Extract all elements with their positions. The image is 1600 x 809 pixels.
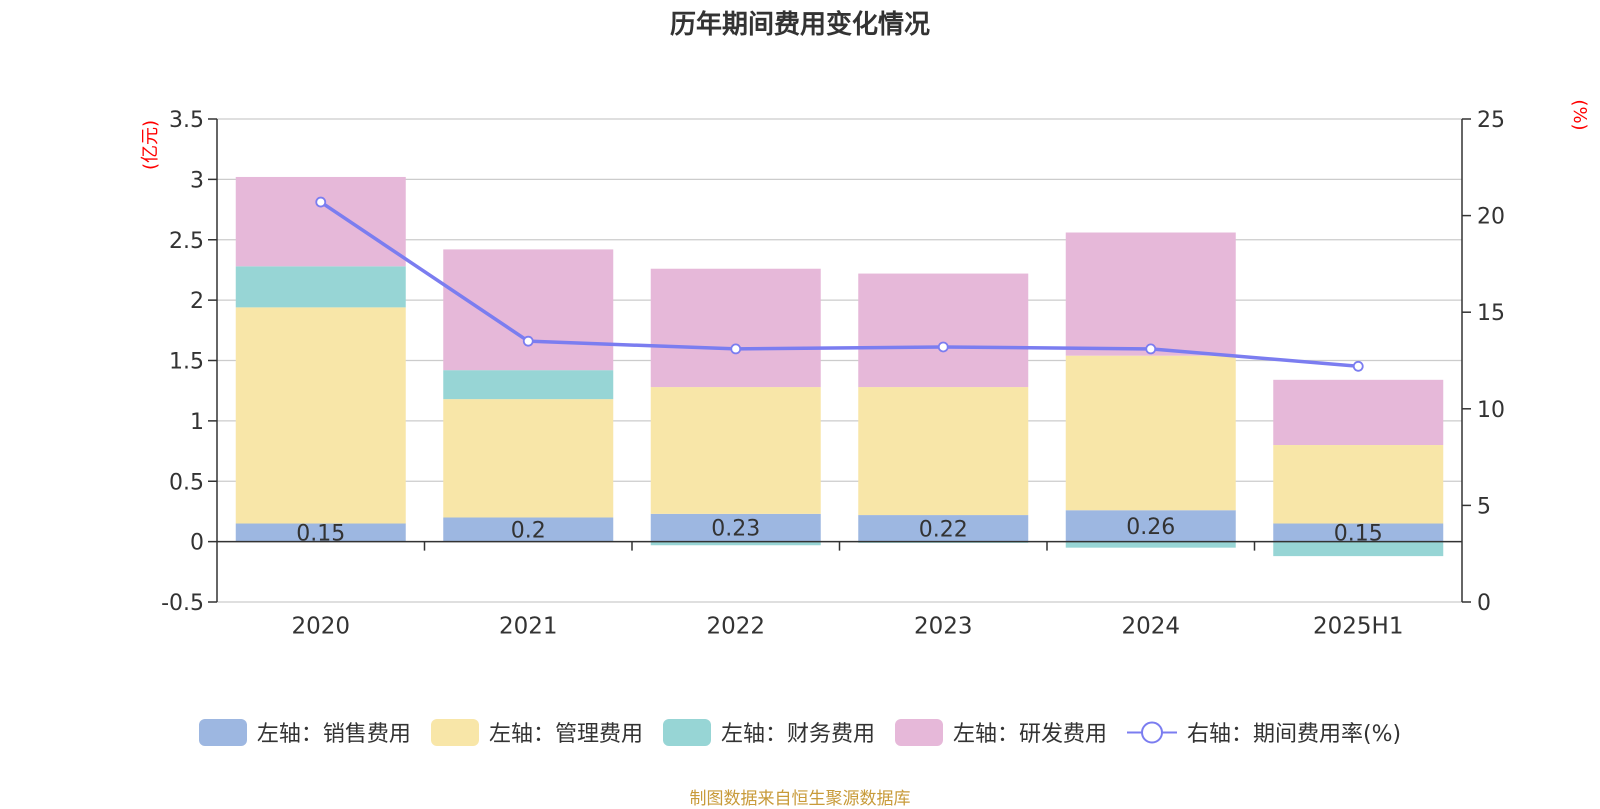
- bar-rd: [858, 273, 1029, 388]
- left-tick-label: 2.5: [169, 229, 204, 254]
- data-label-sales: 0.15: [1334, 522, 1383, 547]
- category-label: 2023: [914, 614, 973, 640]
- bar-rd: [1065, 232, 1236, 356]
- category-label: 2024: [1121, 614, 1180, 640]
- category-label: 2021: [499, 614, 558, 640]
- legend-item[interactable]: 右轴：期间费用率(%): [1126, 716, 1402, 748]
- chart-title: 历年期间费用变化情况: [669, 10, 930, 40]
- bar-sales: [650, 513, 821, 542]
- category-label: 2022: [706, 614, 765, 640]
- legend-item[interactable]: 左轴：管理费用: [430, 716, 643, 748]
- legend-item[interactable]: 左轴：销售费用: [198, 716, 411, 748]
- legend-swatch: [662, 718, 711, 746]
- legend-label: 左轴：财务费用: [720, 722, 875, 747]
- bar-sales: [235, 523, 406, 542]
- rate-line-layer: [315, 196, 1364, 372]
- left-tick-label: -0.5: [161, 591, 204, 616]
- data-label-sales: 0.23: [711, 517, 760, 542]
- bar-sales: [1273, 523, 1444, 542]
- left-axis-unit: (亿元): [140, 120, 161, 170]
- bar-admin: [1273, 445, 1444, 524]
- right-tick-label: 20: [1477, 205, 1505, 230]
- legend-swatch: [430, 718, 479, 746]
- legend: 左轴：销售费用 左轴：管理费用 左轴：财务费用 左轴：研发费用 右轴：期间费用率(%): [0, 716, 1600, 748]
- rate-point: [730, 343, 742, 355]
- rate-point: [1352, 360, 1364, 372]
- left-tick-label: 1: [190, 410, 204, 435]
- bar-finance: [1065, 541, 1236, 548]
- bar-admin: [858, 387, 1029, 516]
- legend-label: 左轴：研发费用: [952, 722, 1107, 747]
- legend-swatch: [198, 718, 247, 746]
- rate-point: [937, 341, 949, 353]
- bar-finance: [1273, 541, 1444, 557]
- legend-line-marker-icon: [1126, 721, 1177, 743]
- bar-finance: [443, 370, 614, 400]
- bar-admin: [235, 307, 406, 524]
- rate-line: [319, 200, 1359, 369]
- right-tick-label: 15: [1477, 301, 1505, 326]
- source-note: 制图数据来自恒生聚源数据库: [689, 789, 911, 809]
- data-label-sales: 0.22: [919, 517, 968, 542]
- data-label-sales: 0.2: [511, 519, 546, 544]
- right-tick-label: 5: [1477, 494, 1491, 519]
- data-labels: 0.15 0.2 0.23 0.22 0.26 0.15: [296, 515, 1382, 547]
- legend-label: 右轴：期间费用率(%): [1186, 722, 1402, 747]
- rate-point: [1145, 343, 1157, 355]
- category-label: 2020: [291, 614, 350, 640]
- axes: -0.5 0 0.5 1 1.5 2 2.5 3 3.5 0 5 10 15 20 25 2020 2021 20…: [140, 99, 1590, 639]
- bar-finance: [235, 266, 406, 308]
- bar-rd: [1273, 379, 1444, 446]
- left-tick-label: 2: [190, 289, 204, 314]
- right-tick-label: 10: [1477, 398, 1505, 423]
- bar-admin: [1065, 355, 1236, 511]
- bar-sales: [1065, 510, 1236, 542]
- left-tick-label: 0: [190, 531, 204, 556]
- legend-item[interactable]: 左轴：研发费用: [894, 716, 1107, 748]
- legend-swatch: [894, 718, 943, 746]
- bar-admin: [650, 387, 821, 514]
- legend-label: 左轴：管理费用: [488, 722, 643, 747]
- rate-point: [315, 196, 327, 208]
- left-tick-label: 1.5: [169, 350, 204, 375]
- right-tick-label: 25: [1477, 108, 1505, 133]
- legend-label: 左轴：销售费用: [256, 722, 411, 747]
- bar-finance: [650, 541, 821, 546]
- legend-item[interactable]: 左轴：财务费用: [662, 716, 875, 748]
- right-tick-label: 0: [1477, 591, 1491, 616]
- right-axis-unit: (%): [1569, 99, 1590, 130]
- category-label: 2025H1: [1313, 614, 1403, 640]
- bar-sales: [443, 517, 614, 542]
- bar-rd: [235, 176, 406, 267]
- bar-sales: [858, 515, 1029, 542]
- left-tick-label: 3: [190, 168, 204, 193]
- left-tick-label: 0.5: [169, 470, 204, 495]
- bar-rd: [650, 268, 821, 388]
- bar-rd: [443, 249, 614, 371]
- bar-layer: [235, 176, 1444, 557]
- rate-point: [522, 335, 534, 347]
- left-tick-label: 3.5: [169, 108, 204, 133]
- data-label-sales: 0.26: [1126, 515, 1175, 540]
- data-label-sales: 0.15: [296, 522, 345, 547]
- bar-admin: [443, 399, 614, 518]
